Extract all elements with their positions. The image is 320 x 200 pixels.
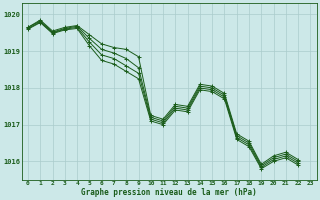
X-axis label: Graphe pression niveau de la mer (hPa): Graphe pression niveau de la mer (hPa): [81, 188, 257, 197]
